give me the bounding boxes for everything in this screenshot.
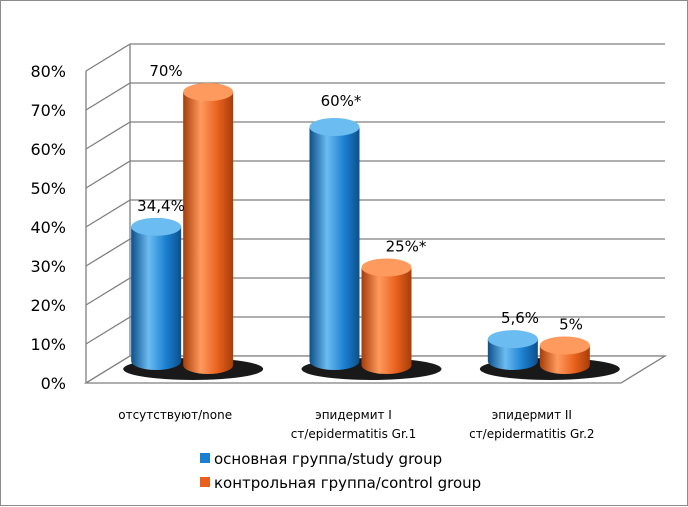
bar-study-group-top (309, 118, 360, 136)
gridline-side (85, 277, 131, 306)
bar-study-group-top (487, 330, 538, 349)
y-tick-label: 20% (30, 296, 66, 315)
bar-control-group (183, 92, 234, 375)
data-labels: 34,4% 70% 60%* 25%* 5,6% 5% (137, 62, 583, 334)
y-tick-label: 70% (30, 101, 66, 120)
y-tick-label: 30% (30, 257, 66, 276)
bars (123, 83, 620, 380)
x-tick-label: отсутствуют/none (118, 408, 232, 422)
data-label: 5% (559, 316, 583, 334)
bar-study-group-top (131, 217, 182, 236)
gridline-side (85, 43, 131, 72)
data-label: 60%* (321, 92, 362, 110)
legend-swatch-control (200, 477, 210, 487)
bar-control-group-top (183, 83, 234, 101)
data-label: 25%* (386, 238, 427, 256)
data-label: 5,6% (501, 309, 539, 327)
y-tick-label: 10% (30, 335, 66, 354)
bar-control-group (361, 267, 412, 375)
x-tick-label: эпидермит I (315, 408, 392, 422)
legend: основная группа/study group контрольная г… (200, 450, 481, 492)
gridline-side (85, 199, 131, 228)
y-tick-label: 0% (41, 374, 66, 393)
bar-control-group-top (361, 258, 412, 277)
gridline-side (85, 316, 131, 345)
bar-study-group (309, 127, 360, 370)
gridline-side (85, 238, 131, 267)
x-tick-label: ст/epidermatitis Gr.2 (469, 427, 594, 441)
y-tick-label: 50% (30, 179, 66, 198)
bar-study-group (131, 226, 182, 370)
data-label: 34,4% (137, 197, 185, 215)
y-tick-label: 80% (30, 62, 66, 81)
gridline-side (85, 121, 131, 150)
bar-control-group-top (539, 336, 590, 355)
y-axis-ticks: 0% 10% 20% 30% 40% 50% 60% 70% 80% (30, 62, 66, 393)
y-tick-label: 40% (30, 218, 66, 237)
legend-label-control: контрольная группа/control group (214, 474, 481, 492)
category-labels: отсутствуют/none эпидермит I ст/epidermati… (118, 408, 594, 441)
gridline-side (85, 82, 131, 111)
gridline-side (85, 160, 131, 189)
legend-swatch-study (200, 453, 210, 463)
data-label: 70% (149, 62, 182, 80)
y-tick-label: 60% (30, 140, 66, 159)
legend-label-study: основная группа/study group (214, 450, 442, 468)
x-tick-label: ст/epidermatitis Gr.1 (291, 427, 416, 441)
x-tick-label: эпидермит II (492, 408, 572, 422)
